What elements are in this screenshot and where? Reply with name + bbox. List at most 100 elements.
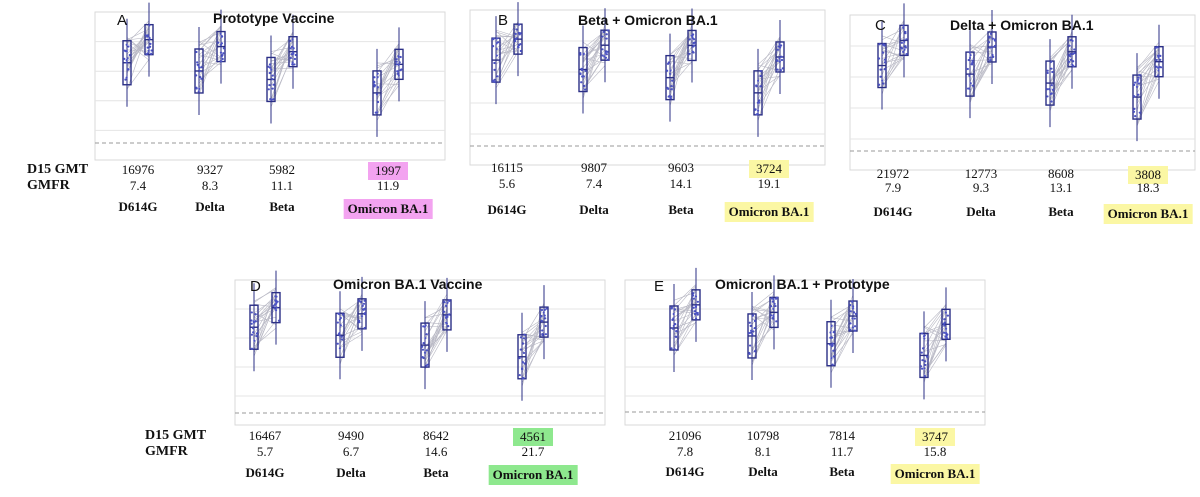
data-point xyxy=(966,87,970,90)
data-point xyxy=(881,79,884,82)
data-point xyxy=(752,330,755,333)
data-point xyxy=(603,55,606,58)
data-point xyxy=(1137,76,1140,79)
data-point xyxy=(989,58,992,62)
data-point xyxy=(395,60,398,63)
data-point xyxy=(924,363,927,367)
data-point xyxy=(1157,74,1160,77)
data-point xyxy=(688,38,691,41)
data-point xyxy=(778,42,781,46)
data-point xyxy=(1133,83,1136,86)
data-point xyxy=(217,41,220,44)
data-point xyxy=(944,311,947,314)
data-point xyxy=(125,58,128,62)
pair-line xyxy=(673,313,697,347)
plot-frame xyxy=(624,279,986,426)
data-point xyxy=(336,342,339,345)
category-label: Delta xyxy=(748,464,778,479)
panel-letter: E xyxy=(654,278,665,295)
data-point xyxy=(775,320,778,323)
data-point xyxy=(601,48,604,51)
data-point xyxy=(902,26,905,30)
data-point xyxy=(668,72,672,75)
data-point xyxy=(759,74,762,78)
category-label: Beta xyxy=(668,202,694,217)
data-point xyxy=(968,74,971,77)
d15-gmt-value: 9807 xyxy=(581,160,607,175)
data-point xyxy=(373,76,376,79)
data-point xyxy=(291,63,294,66)
data-point xyxy=(1134,115,1137,118)
data-point xyxy=(1068,60,1071,63)
data-point xyxy=(923,337,926,340)
pair-line xyxy=(198,25,222,52)
data-point xyxy=(904,30,907,34)
data-point xyxy=(292,51,295,54)
d15-gmt-value: 16115 xyxy=(490,160,524,175)
data-point xyxy=(902,50,905,53)
data-point xyxy=(943,318,946,321)
data-point xyxy=(523,333,526,336)
data-point xyxy=(492,45,495,48)
data-point xyxy=(1073,51,1076,55)
data-point xyxy=(756,112,759,116)
data-point xyxy=(673,308,677,311)
data-point xyxy=(779,69,782,72)
data-point xyxy=(397,54,400,58)
data-point xyxy=(692,294,695,297)
gmfr-value: 7.9 xyxy=(884,180,902,195)
pair-line xyxy=(673,294,697,339)
data-point xyxy=(337,312,340,315)
data-point xyxy=(358,321,361,324)
data-point xyxy=(992,55,995,58)
data-point xyxy=(340,338,344,341)
data-point xyxy=(493,78,496,81)
data-point xyxy=(969,54,972,57)
panel-title: Beta + Omicron BA.1 xyxy=(578,12,718,28)
data-point xyxy=(198,69,202,73)
data-point xyxy=(753,350,756,353)
data-point xyxy=(1071,52,1075,56)
data-point xyxy=(521,377,524,380)
data-point xyxy=(520,367,524,370)
data-point xyxy=(339,324,342,327)
data-point xyxy=(1138,74,1141,77)
data-point xyxy=(853,311,856,314)
data-point xyxy=(753,319,756,323)
data-point xyxy=(397,63,400,66)
data-point xyxy=(606,29,609,32)
data-point xyxy=(128,53,131,57)
data-point xyxy=(669,69,672,72)
data-point xyxy=(250,333,254,336)
plot-area xyxy=(94,2,446,161)
data-point xyxy=(877,57,881,60)
data-point xyxy=(581,75,584,78)
d15-gmt-value: 10798 xyxy=(746,428,780,443)
data-point xyxy=(197,64,200,67)
gmfr-value: 8.1 xyxy=(754,444,772,459)
data-point xyxy=(666,69,669,72)
data-point xyxy=(778,60,781,63)
d15-gmt-value: 12773 xyxy=(964,166,998,181)
data-point xyxy=(543,314,546,317)
data-point xyxy=(275,302,278,305)
panel-letter: D xyxy=(250,278,261,295)
data-point xyxy=(832,355,835,358)
data-point xyxy=(199,76,202,79)
category-label: D614G xyxy=(245,465,285,480)
data-point xyxy=(338,318,342,321)
data-point xyxy=(967,58,970,62)
data-point xyxy=(883,61,887,64)
data-point xyxy=(920,367,924,370)
data-point xyxy=(748,344,752,347)
category-label: Beta xyxy=(423,465,449,480)
data-point xyxy=(776,59,779,62)
d15-gmt-value: 3724 xyxy=(749,160,789,178)
data-point xyxy=(125,76,128,79)
data-point xyxy=(373,84,376,87)
panel-c: C Delta + Omicron BA.1 21972 7.9 D614G 1277… xyxy=(835,0,1200,225)
gmfr-value: 19.1 xyxy=(757,176,781,191)
d15-gmt-value: 16976 xyxy=(121,162,155,177)
data-point xyxy=(830,336,834,339)
data-point xyxy=(1069,52,1072,56)
